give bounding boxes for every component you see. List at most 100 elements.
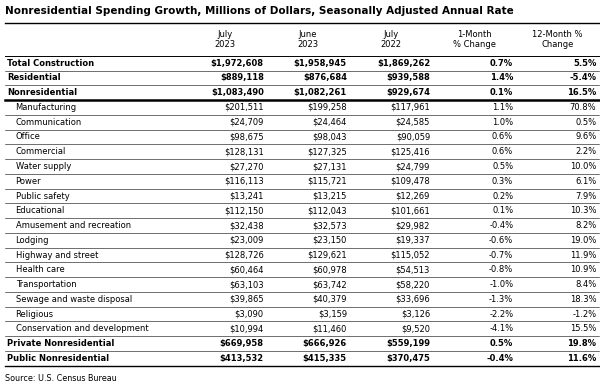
Text: $415,335: $415,335 xyxy=(303,354,347,363)
Text: $27,270: $27,270 xyxy=(229,162,264,171)
Text: 0.1%: 0.1% xyxy=(492,206,513,215)
Text: $889,118: $889,118 xyxy=(220,74,264,82)
Text: 7.9%: 7.9% xyxy=(575,191,596,201)
Text: -0.4%: -0.4% xyxy=(487,354,513,363)
Text: $1,869,262: $1,869,262 xyxy=(377,59,430,68)
Text: $128,726: $128,726 xyxy=(224,251,264,259)
Text: 11.9%: 11.9% xyxy=(570,251,596,259)
Text: -1.3%: -1.3% xyxy=(489,295,513,304)
Text: Communication: Communication xyxy=(16,118,82,127)
Text: 0.6%: 0.6% xyxy=(492,147,513,156)
Text: $929,674: $929,674 xyxy=(386,88,430,97)
Text: Total Construction: Total Construction xyxy=(7,59,94,68)
Text: $63,103: $63,103 xyxy=(229,280,264,289)
Text: $12,269: $12,269 xyxy=(396,191,430,201)
Text: $1,082,261: $1,082,261 xyxy=(293,88,347,97)
Text: 18.3%: 18.3% xyxy=(570,295,596,304)
Text: Transportation: Transportation xyxy=(16,280,76,289)
Text: 11.6%: 11.6% xyxy=(567,354,596,363)
Text: $413,532: $413,532 xyxy=(220,354,264,363)
Text: 6.1%: 6.1% xyxy=(575,177,596,186)
Text: 9.6%: 9.6% xyxy=(575,132,596,142)
Text: $9,520: $9,520 xyxy=(401,324,430,333)
Text: 5.5%: 5.5% xyxy=(573,59,596,68)
Text: $116,113: $116,113 xyxy=(224,177,264,186)
Text: $11,460: $11,460 xyxy=(313,324,347,333)
Text: $32,438: $32,438 xyxy=(229,221,264,230)
Text: $19,337: $19,337 xyxy=(395,236,430,245)
Text: $29,982: $29,982 xyxy=(396,221,430,230)
Text: $60,464: $60,464 xyxy=(229,265,264,275)
Text: $33,696: $33,696 xyxy=(395,295,430,304)
Text: $370,475: $370,475 xyxy=(386,354,430,363)
Text: $1,083,490: $1,083,490 xyxy=(211,88,264,97)
Text: $27,131: $27,131 xyxy=(313,162,347,171)
Text: $3,090: $3,090 xyxy=(235,310,264,319)
Text: 2.2%: 2.2% xyxy=(575,147,596,156)
Text: $666,926: $666,926 xyxy=(302,339,347,348)
Text: June
2023: June 2023 xyxy=(297,30,319,49)
Text: $3,159: $3,159 xyxy=(318,310,347,319)
Text: Manufacturing: Manufacturing xyxy=(16,103,77,112)
Text: Health care: Health care xyxy=(16,265,64,275)
Text: $90,059: $90,059 xyxy=(396,132,430,142)
Text: $112,043: $112,043 xyxy=(307,206,347,215)
Text: $40,379: $40,379 xyxy=(313,295,347,304)
Text: $117,961: $117,961 xyxy=(391,103,430,112)
Text: $101,661: $101,661 xyxy=(391,206,430,215)
Text: Nonresidential Spending Growth, Millions of Dollars, Seasonally Adjusted Annual : Nonresidential Spending Growth, Millions… xyxy=(5,6,514,16)
Text: $32,573: $32,573 xyxy=(312,221,347,230)
Text: $10,994: $10,994 xyxy=(230,324,264,333)
Text: 0.7%: 0.7% xyxy=(490,59,513,68)
Text: $24,464: $24,464 xyxy=(313,118,347,127)
Text: 1.4%: 1.4% xyxy=(490,74,513,82)
Text: 12-Month %
Change: 12-Month % Change xyxy=(532,30,583,49)
Text: $199,258: $199,258 xyxy=(307,103,347,112)
Text: July
2023: July 2023 xyxy=(214,30,235,49)
Text: 0.6%: 0.6% xyxy=(492,132,513,142)
Text: 10.3%: 10.3% xyxy=(570,206,596,215)
Text: $112,150: $112,150 xyxy=(224,206,264,215)
Text: Sewage and waste disposal: Sewage and waste disposal xyxy=(16,295,132,304)
Text: -1.2%: -1.2% xyxy=(572,310,596,319)
Text: Religious: Religious xyxy=(16,310,54,319)
Text: $115,052: $115,052 xyxy=(391,251,430,259)
Text: Public safety: Public safety xyxy=(16,191,70,201)
Text: $60,978: $60,978 xyxy=(312,265,347,275)
Text: $98,043: $98,043 xyxy=(313,132,347,142)
Text: -5.4%: -5.4% xyxy=(569,74,596,82)
Text: 70.8%: 70.8% xyxy=(570,103,596,112)
Text: $3,126: $3,126 xyxy=(401,310,430,319)
Text: -0.6%: -0.6% xyxy=(489,236,513,245)
Text: $115,721: $115,721 xyxy=(307,177,347,186)
Text: Highway and street: Highway and street xyxy=(16,251,98,259)
Text: $1,972,608: $1,972,608 xyxy=(211,59,264,68)
Text: 19.8%: 19.8% xyxy=(568,339,596,348)
Text: Lodging: Lodging xyxy=(16,236,49,245)
Text: 1.0%: 1.0% xyxy=(492,118,513,127)
Text: 8.4%: 8.4% xyxy=(575,280,596,289)
Text: $63,742: $63,742 xyxy=(312,280,347,289)
Text: $201,511: $201,511 xyxy=(224,103,264,112)
Text: 1.1%: 1.1% xyxy=(492,103,513,112)
Text: Nonresidential: Nonresidential xyxy=(7,88,77,97)
Text: 1-Month
% Change: 1-Month % Change xyxy=(452,30,496,49)
Text: -1.0%: -1.0% xyxy=(489,280,513,289)
Text: -2.2%: -2.2% xyxy=(489,310,513,319)
Text: Conservation and development: Conservation and development xyxy=(16,324,148,333)
Text: Commercial: Commercial xyxy=(16,147,66,156)
Text: $1,958,945: $1,958,945 xyxy=(294,59,347,68)
Text: Educational: Educational xyxy=(16,206,65,215)
Text: 10.0%: 10.0% xyxy=(570,162,596,171)
Text: $127,325: $127,325 xyxy=(307,147,347,156)
Text: 10.9%: 10.9% xyxy=(570,265,596,275)
Text: -4.1%: -4.1% xyxy=(489,324,513,333)
Text: 16.5%: 16.5% xyxy=(567,88,596,97)
Text: $109,478: $109,478 xyxy=(391,177,430,186)
Text: $58,220: $58,220 xyxy=(396,280,430,289)
Text: $13,215: $13,215 xyxy=(313,191,347,201)
Text: 0.2%: 0.2% xyxy=(492,191,513,201)
Text: $24,585: $24,585 xyxy=(396,118,430,127)
Text: $129,621: $129,621 xyxy=(307,251,347,259)
Text: $128,131: $128,131 xyxy=(224,147,264,156)
